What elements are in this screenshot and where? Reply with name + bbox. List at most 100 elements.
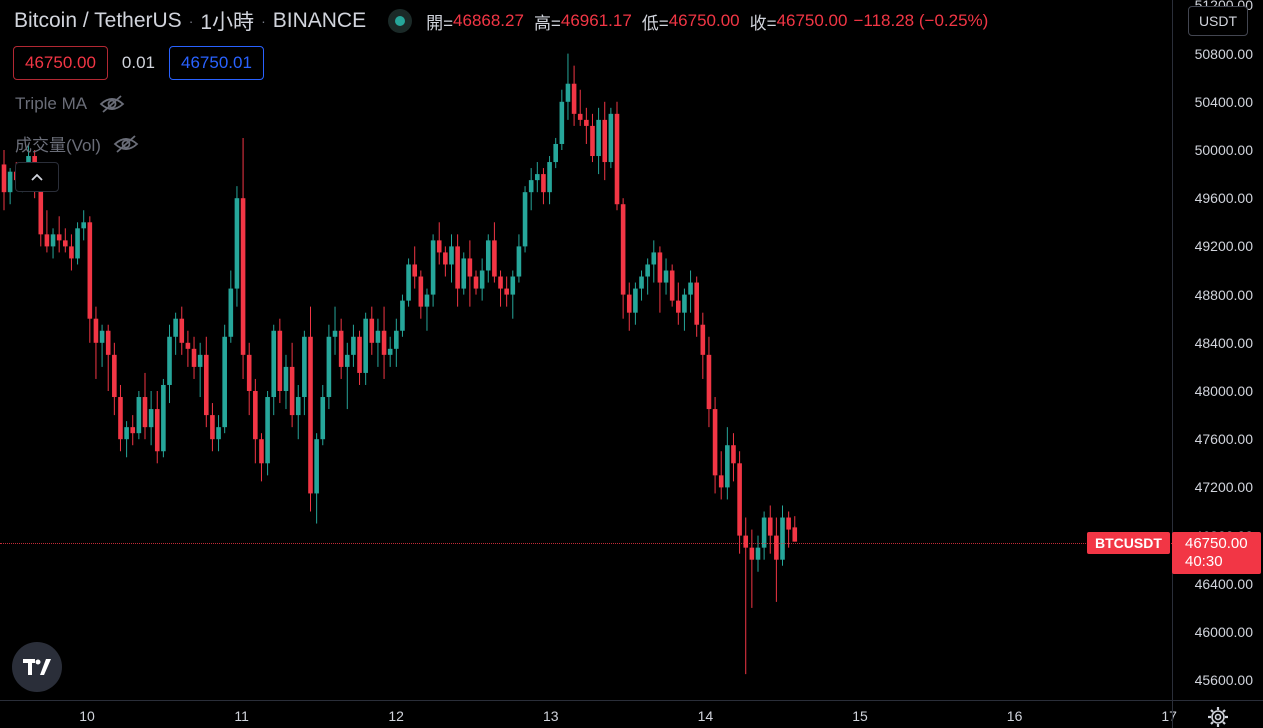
candle	[792, 516, 798, 542]
candle	[142, 372, 148, 440]
candle	[761, 511, 767, 560]
candle	[663, 258, 669, 295]
candle	[528, 168, 534, 211]
candle	[289, 342, 295, 428]
close-value: 46750.00	[776, 11, 848, 30]
candle	[737, 451, 742, 554]
candle	[265, 391, 270, 476]
candle	[553, 137, 558, 169]
gear-icon[interactable]	[1207, 706, 1229, 728]
candle	[786, 511, 791, 548]
candle	[344, 342, 350, 410]
time-tick: 14	[697, 708, 714, 724]
candle	[626, 282, 632, 331]
close-label: 收=	[749, 13, 777, 33]
candle	[406, 258, 411, 307]
price-tick: 46400.00	[1194, 575, 1253, 592]
collapse-legend-button[interactable]	[15, 162, 59, 192]
candle	[81, 210, 86, 241]
quantity-value[interactable]: 0.01	[121, 53, 155, 72]
candle	[694, 276, 699, 337]
candle	[154, 391, 160, 464]
eye-off-icon[interactable]	[99, 94, 125, 114]
market-status-icon[interactable]	[388, 9, 413, 33]
price-tick: 50000.00	[1194, 142, 1253, 158]
indicator-volume[interactable]: 成交量(Vol)	[15, 131, 139, 156]
candle	[271, 324, 277, 416]
price-tick: 45600.00	[1194, 672, 1253, 689]
chart-pane[interactable]	[0, 0, 1172, 700]
low-label: 低=	[641, 13, 669, 33]
indicator-label: 成交量(Vol)	[15, 136, 101, 155]
candle	[700, 312, 706, 379]
candle	[498, 270, 503, 307]
candle	[216, 415, 221, 452]
candle	[50, 228, 56, 259]
low-value: 46750.00	[668, 11, 740, 30]
candle	[743, 517, 749, 675]
candle	[234, 186, 240, 307]
price-tick: 47600.00	[1194, 431, 1253, 448]
candle	[302, 330, 307, 416]
candle	[7, 168, 13, 205]
chevron-up-icon	[31, 173, 43, 181]
candle	[357, 330, 362, 385]
candle	[314, 433, 319, 524]
time-tick: 15	[852, 708, 868, 724]
price-tick: 48800.00	[1194, 286, 1253, 303]
candle	[485, 234, 491, 283]
candle	[75, 222, 80, 265]
candle	[676, 282, 681, 325]
candle	[535, 162, 540, 193]
candle	[338, 318, 344, 379]
eye-off-icon[interactable]	[113, 134, 139, 154]
candle	[1, 150, 7, 211]
exchange-label[interactable]: BINANCE	[272, 9, 367, 32]
candle	[516, 234, 522, 283]
candle	[559, 89, 565, 150]
candle	[473, 270, 479, 295]
candle	[179, 306, 185, 355]
candle	[173, 312, 178, 355]
candle	[167, 324, 172, 404]
candle	[443, 246, 448, 277]
interval-label[interactable]: 1小時	[200, 11, 255, 34]
symbol-title[interactable]: Bitcoin / TetherUS	[14, 9, 182, 32]
candle	[124, 421, 129, 458]
candle	[332, 306, 338, 355]
candle	[99, 324, 105, 367]
sell-button[interactable]: 46750.00	[13, 46, 108, 80]
candle	[295, 384, 301, 440]
high-label: 高=	[533, 13, 561, 33]
candle	[633, 282, 638, 325]
candle	[69, 234, 74, 271]
time-tick: 12	[388, 708, 404, 724]
candle	[547, 156, 552, 205]
time-axis[interactable]: 10 11 12 13 14 15 16 17	[0, 700, 1177, 728]
tradingview-logo[interactable]	[12, 642, 62, 692]
candle	[381, 306, 387, 379]
candle	[577, 89, 583, 126]
candle	[436, 222, 442, 265]
candle	[246, 342, 252, 416]
candle	[412, 246, 418, 289]
candle	[228, 270, 234, 343]
currency-button[interactable]: USDT	[1188, 6, 1248, 36]
candle	[767, 505, 773, 554]
candle	[584, 107, 589, 144]
candle	[320, 384, 326, 446]
chart-legend: Bitcoin / TetherUS · 1小時 · BINANCE 開= 46…	[14, 8, 988, 34]
candle	[755, 535, 761, 572]
candle	[400, 294, 405, 337]
candle	[418, 270, 424, 319]
candle	[602, 101, 608, 181]
candle	[253, 378, 258, 464]
candle	[590, 113, 595, 163]
price-axis[interactable]: 51200.0050800.0050400.0050000.0049600.00…	[1172, 0, 1263, 700]
symbol-price-label: BTCUSDT	[1087, 532, 1170, 554]
candle	[240, 137, 246, 379]
buy-button[interactable]: 46750.01	[169, 46, 264, 80]
candle	[87, 216, 93, 343]
price-tick: 49200.00	[1194, 238, 1253, 255]
indicator-triple-ma[interactable]: Triple MA	[15, 94, 125, 114]
